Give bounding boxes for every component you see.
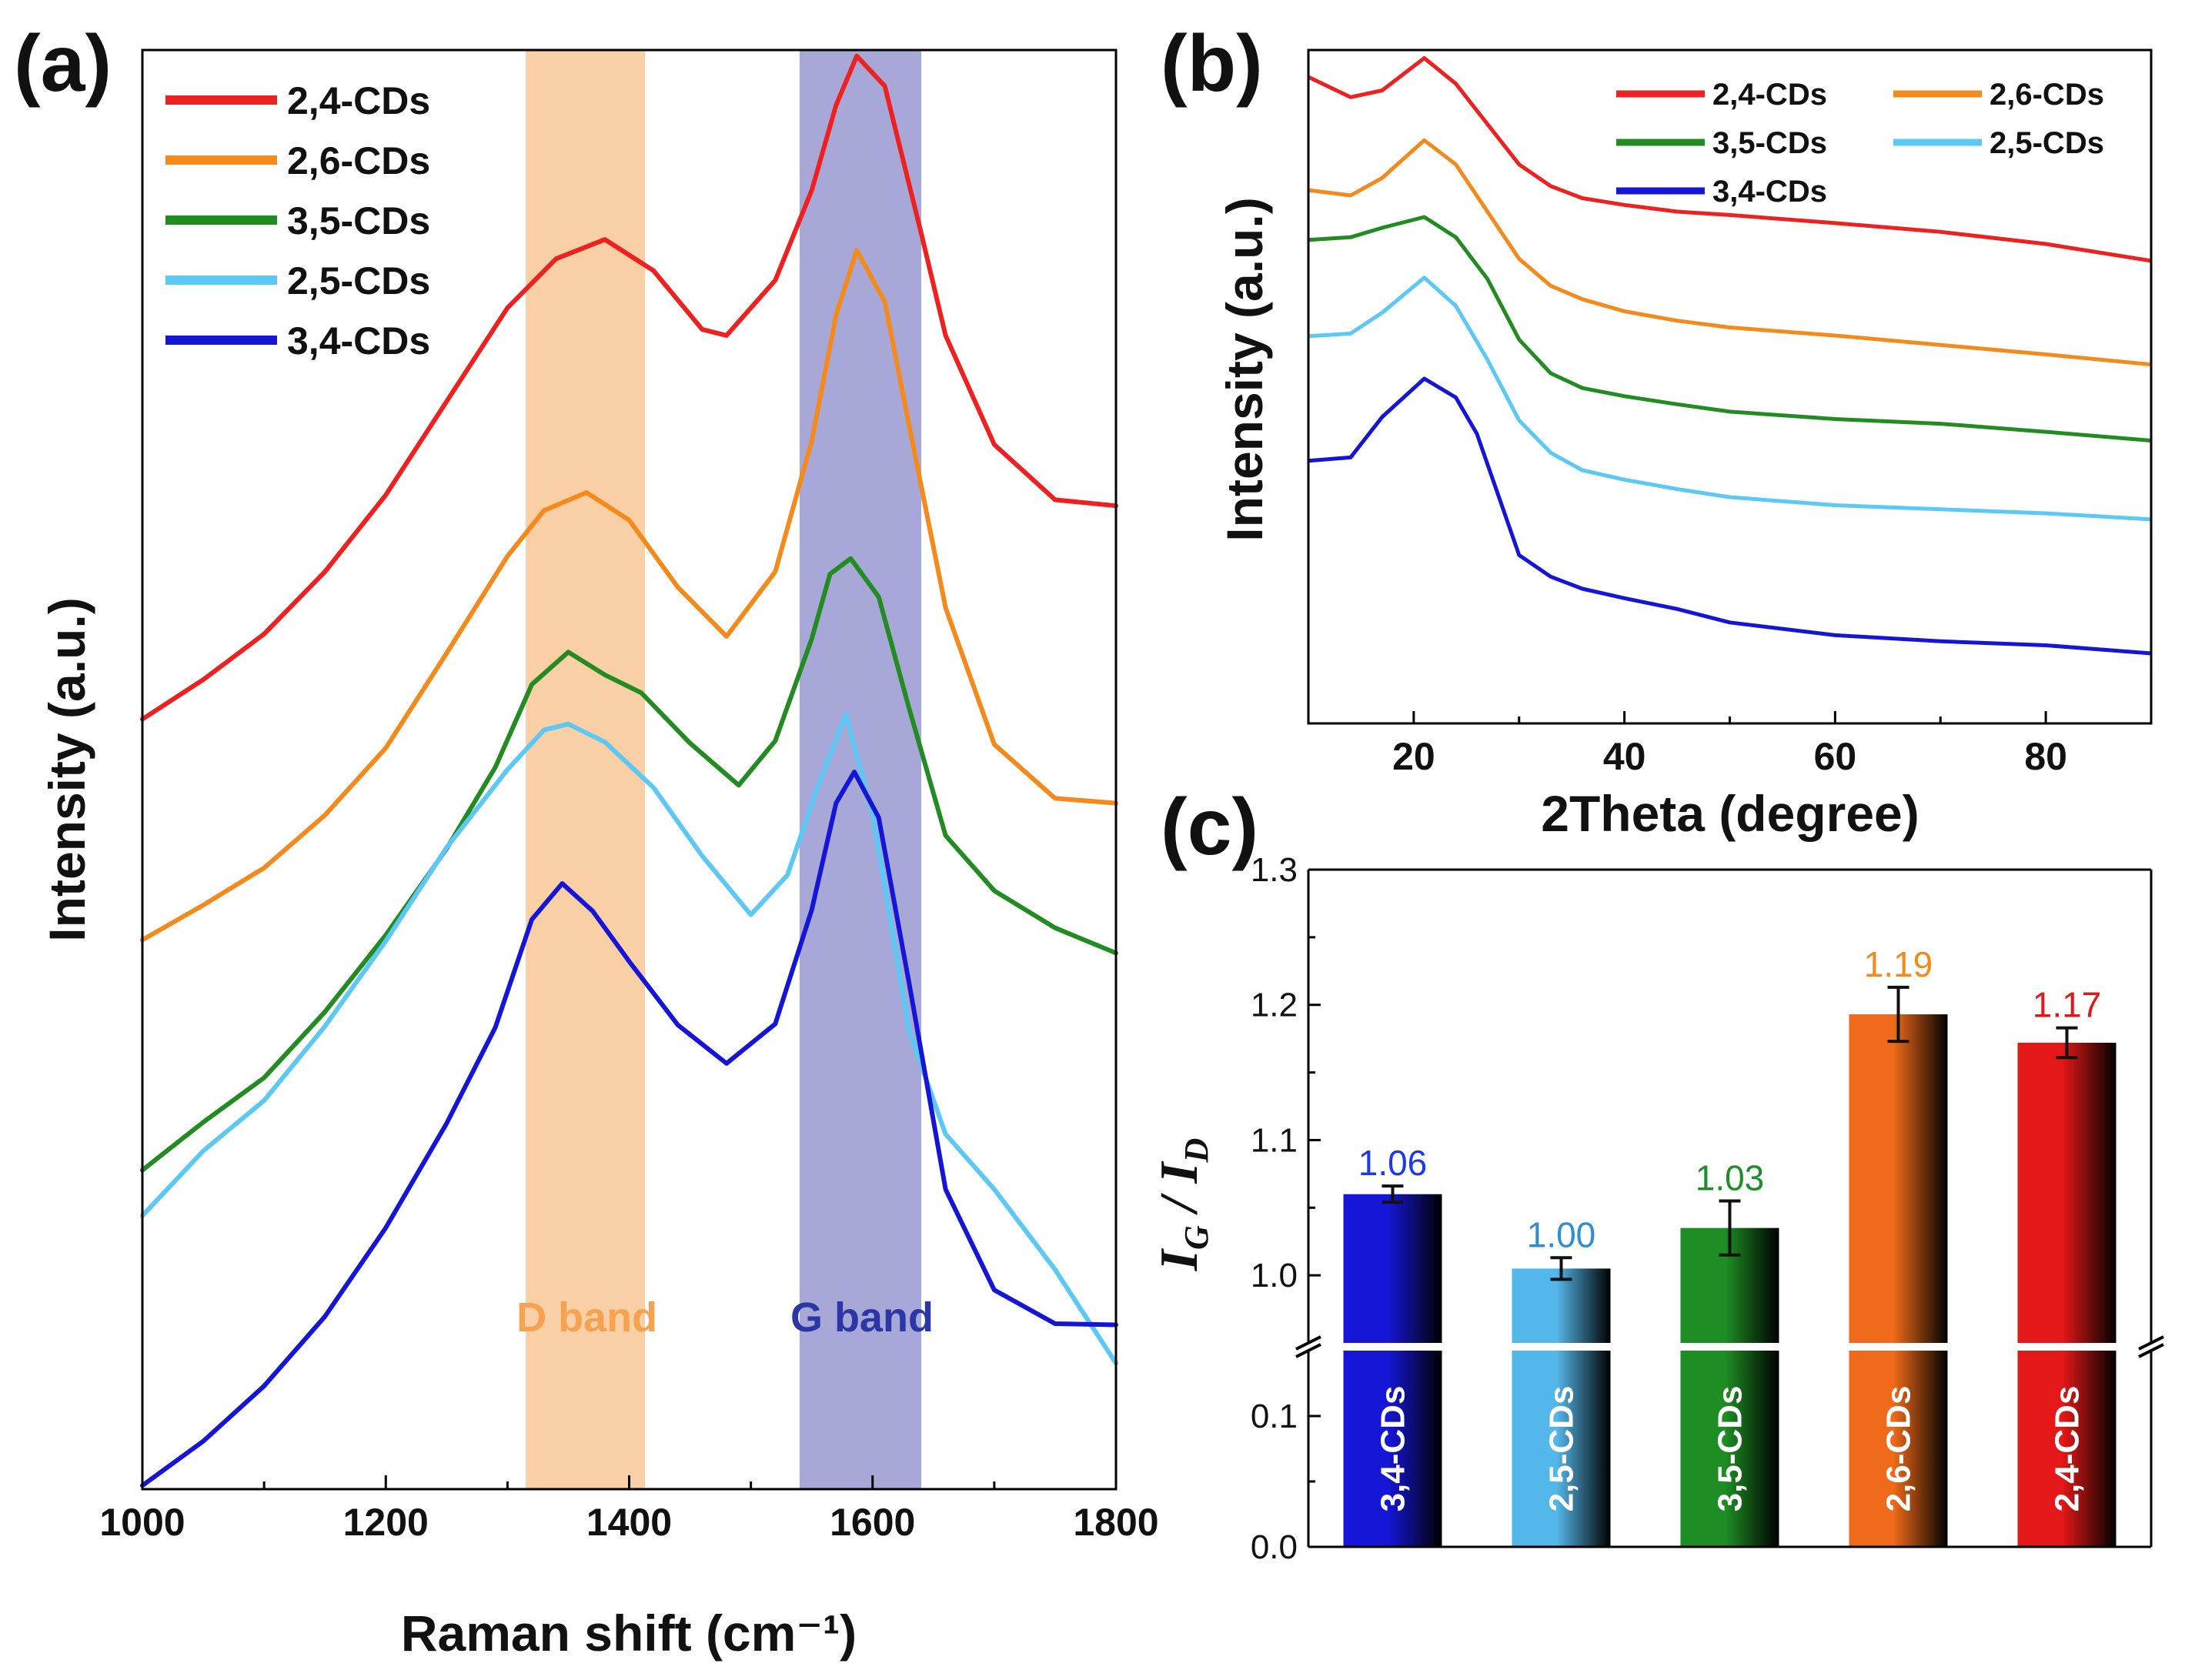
panel-c-y-axis-title: IG / ID xyxy=(1150,1138,1215,1272)
bar-value-label-3-4-cds: 1.06 xyxy=(1358,1143,1428,1183)
axis-break-mark-left-1 xyxy=(1295,1335,1321,1351)
panel-c-label: (c) xyxy=(1161,783,1258,872)
band-labels: D band G band xyxy=(516,1294,934,1341)
bar-lower-2-4-cds xyxy=(2017,1351,2117,1547)
panel-a-label: (a) xyxy=(14,19,112,109)
legend-label-2-5-cds: 2,5-CDs xyxy=(1990,126,2104,160)
panel-b-x-axis: 20 40 60 80 xyxy=(1307,711,2153,778)
bar-lower-2-5-cds xyxy=(1512,1351,1611,1547)
legend-label-3-5-cds: 3,5-CDs xyxy=(1712,126,1827,160)
xrd-line-2-5-cds xyxy=(1308,276,2152,522)
ig-symbol: I xyxy=(1150,1247,1209,1271)
panel-a-raman-chart: (a) 1000 1200 1400 1600 1800 Raman shift (cm… xyxy=(14,19,1159,1662)
error-bar-2-5-cds xyxy=(1550,1256,1572,1281)
error-bar-3-5-cds xyxy=(1719,1199,1741,1257)
raman-line-3-5-cds xyxy=(140,556,1118,1173)
bar-category-label-2-4-cds: 2,4-CDs xyxy=(2049,1386,2086,1512)
panel-b-label: (b) xyxy=(1161,19,1263,109)
bar-lower-3-4-cds xyxy=(1343,1351,1442,1547)
xrd-line-2-4-cds xyxy=(1307,56,2152,263)
legend-label-3-5-cds: 3,5-CDs xyxy=(287,199,430,242)
y-tick-label-1-1: 1.1 xyxy=(1251,1121,1298,1159)
y-tick-label-1-2: 1.2 xyxy=(1251,987,1298,1024)
bar-upper-2-5-cds xyxy=(1512,1268,1611,1343)
bar-series: 1.06 3,4-CDs 1.00 2,5-CDs 1.03 3,5-CDs 1.19 2,6… xyxy=(1343,944,2117,1547)
bar-category-label-3-4-cds: 3,4-CDs xyxy=(1375,1386,1412,1512)
x-tick-label-1800: 1800 xyxy=(1073,1501,1158,1544)
legend-label-3-4-cds: 3,4-CDs xyxy=(1712,175,1827,209)
panel-c-bar-chart: (c) 1.06 3,4-CDs 1.00 2,5-CDs 1.03 3,5-CDs 1.1… xyxy=(1150,783,2164,1566)
bar-category-label-2-6-cds: 2,6-CDs xyxy=(1880,1386,1918,1512)
panel-a-legend: 2,4-CDs 2,6-CDs 3,5-CDs 2,5-CDs 3,4-CDs xyxy=(165,79,430,362)
bar-upper-2-4-cds xyxy=(2017,1042,2117,1343)
panel-b-legend: 2,4-CDs 2,6-CDs 3,5-CDs 2,5-CDs 3,4-CDs xyxy=(1616,78,2104,209)
bar-category-label-2-5-cds: 2,5-CDs xyxy=(1543,1386,1581,1512)
panel-c-axes: 0.0 0.1 1.0 1.1 1.2 1.3 xyxy=(1251,851,2164,1566)
x-tick-label-1600: 1600 xyxy=(830,1501,915,1544)
raman-line-3-4-cds xyxy=(140,770,1118,1488)
legend-label-3-4-cds: 3,4-CDs xyxy=(287,319,430,362)
error-bar-2-4-cds xyxy=(2056,1026,2078,1060)
axis-break-mark-right-1 xyxy=(2138,1335,2164,1351)
x-tick-label-1200: 1200 xyxy=(343,1501,429,1544)
bar-value-label-3-5-cds: 1.03 xyxy=(1696,1158,1765,1198)
bar-value-label-2-6-cds: 1.19 xyxy=(1864,944,1933,984)
bar-upper-3-4-cds xyxy=(1343,1194,1442,1343)
y-tick-label-0-1: 0.1 xyxy=(1251,1398,1298,1435)
bar-lower-2-6-cds xyxy=(1849,1351,1948,1547)
axis-break-mark-left-2 xyxy=(1295,1343,1321,1358)
ig-subscript: G xyxy=(1178,1225,1215,1250)
raman-line-2-6-cds xyxy=(140,248,1118,943)
raman-series xyxy=(140,53,1118,1488)
y-tick-label-0-0: 0.0 xyxy=(1251,1528,1298,1566)
x-tick-label-20: 20 xyxy=(1392,735,1435,778)
panel-b-x-axis-title: 2Theta (degree) xyxy=(1541,785,1919,842)
bar-lower-3-5-cds xyxy=(1680,1351,1779,1547)
xrd-line-3-4-cds xyxy=(1308,376,2152,656)
id-subscript: D xyxy=(1178,1138,1215,1164)
axis-break-mark-right-2 xyxy=(2138,1343,2164,1358)
y-tick-label-1-0: 1.0 xyxy=(1251,1257,1298,1294)
x-tick-label-80: 80 xyxy=(2024,735,2067,778)
x-tick-label-1000: 1000 xyxy=(99,1501,185,1544)
legend-label-2-5-cds: 2,5-CDs xyxy=(287,259,430,302)
bar-category-label-3-5-cds: 3,5-CDs xyxy=(1712,1386,1749,1512)
panel-a-x-axis-title: Raman shift (cm⁻¹) xyxy=(401,1605,857,1662)
raman-line-2-4-cds xyxy=(140,53,1118,722)
y-tick-label-1-3: 1.3 xyxy=(1251,851,1298,889)
ratio-separator: / xyxy=(1150,1184,1209,1225)
x-tick-label-40: 40 xyxy=(1603,735,1646,778)
legend-label-2-4-cds: 2,4-CDs xyxy=(1712,78,1827,112)
xrd-line-2-6-cds xyxy=(1308,138,2152,367)
panel-b-xrd-chart: (b) 20 40 60 80 2Theta (degree) Intensity (… xyxy=(1161,19,2153,842)
legend-label-2-4-cds: 2,4-CDs xyxy=(287,79,430,122)
panel-a-x-axis: 1000 1200 1400 1600 1800 xyxy=(99,1475,1159,1544)
xrd-line-3-5-cds xyxy=(1308,215,2152,443)
legend-label-2-6-cds: 2,6-CDs xyxy=(1990,78,2104,112)
panel-b-y-axis-title: Intensity (a.u.) xyxy=(1216,197,1273,541)
xrd-series xyxy=(1307,56,2152,656)
x-tick-label-1400: 1400 xyxy=(586,1501,672,1544)
error-bar-3-4-cds xyxy=(1381,1184,1404,1204)
bar-upper-2-6-cds xyxy=(1849,1014,1948,1343)
panel-a-y-axis-title: Intensity (a.u.) xyxy=(38,597,95,941)
legend-label-2-6-cds: 2,6-CDs xyxy=(287,139,430,182)
d-band-label: D band xyxy=(516,1294,657,1341)
g-band-label: G band xyxy=(790,1294,934,1341)
bar-value-label-2-5-cds: 1.00 xyxy=(1527,1214,1596,1254)
x-tick-label-60: 60 xyxy=(1814,735,1857,778)
bar-value-label-2-4-cds: 1.17 xyxy=(2033,985,2102,1025)
d-band-region xyxy=(526,50,646,1489)
error-bar-2-6-cds xyxy=(1887,985,1909,1044)
id-symbol: I xyxy=(1150,1161,1209,1184)
